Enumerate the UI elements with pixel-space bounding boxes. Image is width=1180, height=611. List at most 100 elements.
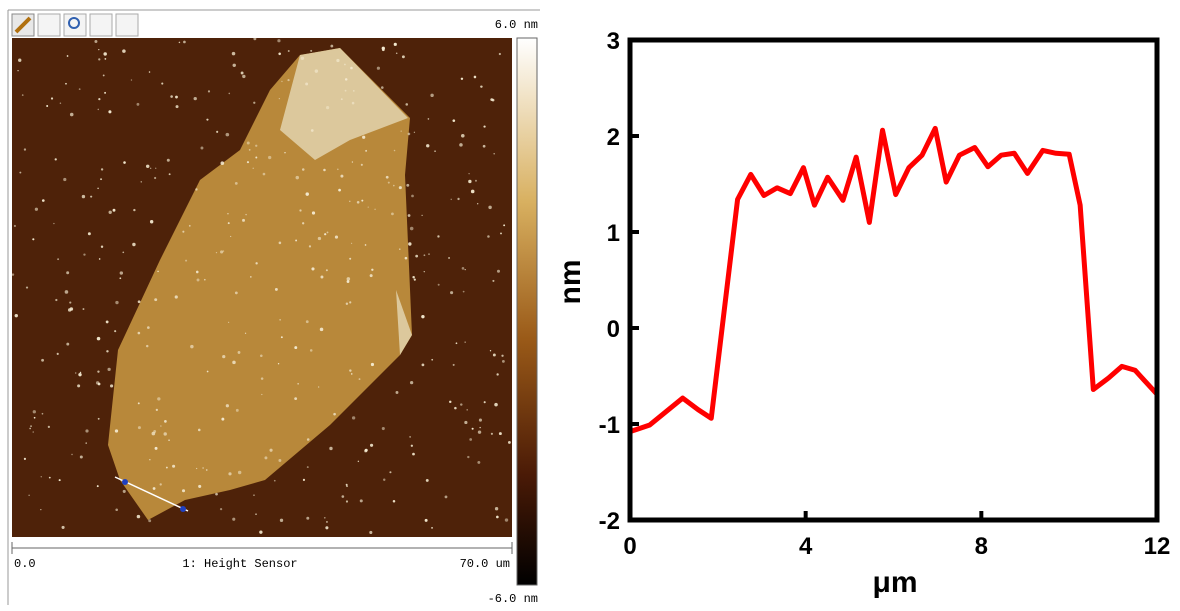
particle	[226, 133, 230, 137]
particle	[197, 279, 200, 282]
particle	[153, 487, 156, 490]
particle	[342, 495, 345, 498]
particle	[301, 57, 304, 60]
particle	[250, 276, 252, 278]
particle	[147, 326, 150, 329]
scan-end: 70.0 um	[460, 557, 510, 571]
particle	[198, 429, 201, 432]
particle	[55, 299, 57, 301]
particle	[97, 188, 98, 189]
particle	[320, 276, 323, 279]
particle	[28, 495, 29, 496]
particle	[383, 479, 385, 481]
particle	[70, 113, 74, 117]
particle	[263, 173, 266, 176]
particle	[277, 39, 280, 42]
tool-button[interactable]	[38, 14, 60, 36]
particle	[303, 479, 305, 481]
particle	[261, 377, 264, 380]
particle	[233, 64, 236, 67]
particle	[222, 355, 225, 358]
marker[interactable]	[180, 506, 186, 512]
particle	[228, 222, 230, 224]
particle	[377, 67, 380, 70]
particle	[264, 456, 267, 459]
tool-button[interactable]	[116, 14, 138, 36]
particle	[279, 98, 280, 99]
particle	[394, 150, 396, 152]
particle	[320, 328, 324, 332]
particle	[349, 369, 351, 371]
particle	[71, 454, 72, 455]
particle	[261, 394, 262, 395]
color-bar	[517, 38, 537, 585]
toolbar	[12, 14, 138, 36]
particle	[221, 418, 224, 421]
particle	[352, 161, 353, 162]
x-tick-label: 12	[1144, 533, 1171, 560]
particle	[426, 479, 429, 482]
particle	[352, 416, 355, 419]
particle	[15, 314, 18, 317]
particle	[371, 269, 373, 271]
x-axis-label: μm	[872, 566, 917, 599]
particle	[19, 172, 21, 174]
particle	[238, 471, 241, 474]
particle	[230, 236, 231, 237]
particle	[310, 349, 313, 352]
particle	[115, 508, 118, 511]
particle	[98, 49, 99, 50]
particle	[426, 144, 429, 147]
particle	[396, 391, 399, 394]
particle	[208, 90, 210, 92]
particle	[453, 364, 455, 366]
tool-button[interactable]	[90, 14, 112, 36]
particle	[40, 509, 41, 510]
particle	[235, 292, 238, 295]
particle	[114, 330, 116, 332]
particle	[190, 345, 193, 348]
particle	[255, 513, 257, 515]
particle	[449, 401, 451, 403]
particle	[336, 59, 339, 62]
particle	[430, 94, 433, 97]
particle	[253, 168, 254, 169]
particle	[296, 176, 299, 179]
particle	[122, 251, 124, 253]
particle	[306, 320, 309, 323]
particle	[22, 94, 24, 96]
particle	[223, 250, 224, 251]
particle	[122, 49, 126, 53]
marker[interactable]	[122, 479, 128, 485]
particle	[278, 53, 281, 56]
particle	[468, 180, 471, 183]
particle	[324, 233, 326, 235]
particle	[24, 458, 26, 460]
particle	[98, 98, 100, 100]
particle	[410, 227, 414, 231]
particle	[176, 105, 179, 108]
particle	[295, 240, 297, 242]
particle	[82, 308, 84, 310]
particle	[242, 219, 245, 222]
particle	[148, 519, 151, 522]
particle	[305, 83, 308, 86]
particle	[30, 425, 31, 426]
particle	[431, 359, 433, 361]
particle	[138, 426, 141, 429]
particle	[401, 131, 402, 132]
particle	[59, 479, 61, 481]
particle	[280, 519, 283, 522]
particle	[346, 485, 348, 487]
particle	[146, 165, 149, 168]
particle	[253, 494, 254, 495]
particle	[324, 517, 326, 519]
particle	[361, 200, 363, 202]
particle	[41, 359, 44, 362]
particle	[288, 50, 290, 52]
particle	[119, 277, 121, 279]
particle	[75, 372, 76, 373]
particle	[493, 354, 496, 357]
x-tick-label: 4	[799, 533, 813, 560]
particle	[182, 231, 184, 233]
